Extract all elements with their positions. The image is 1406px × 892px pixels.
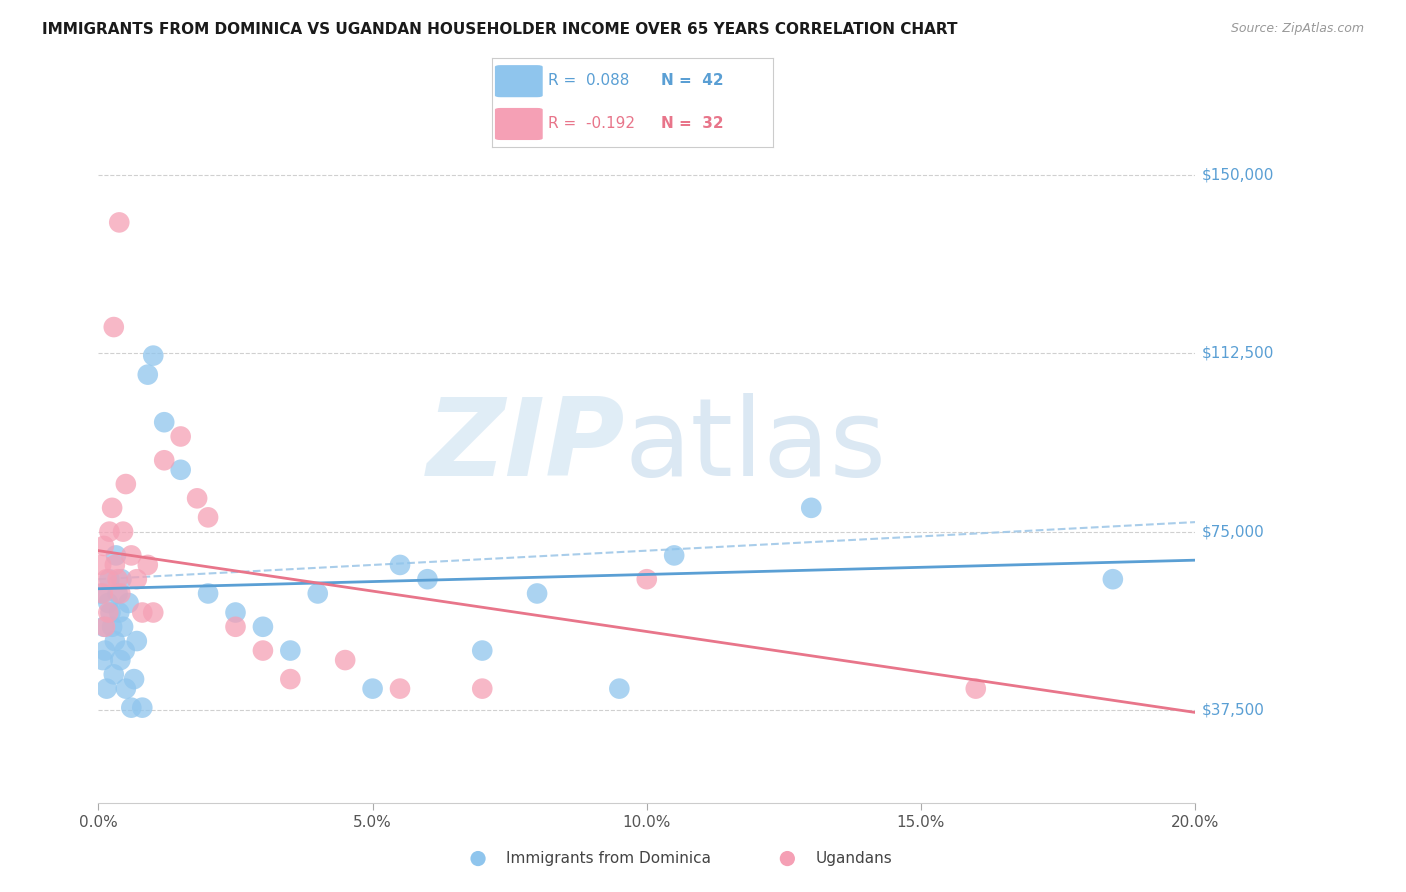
Point (335, 653, 357, 667)
Text: Ugandans: Ugandans (815, 851, 893, 866)
Point (115, 477, 138, 491)
Point (103, 320, 125, 334)
Text: $150,000: $150,000 (1202, 168, 1274, 182)
Point (416, 572, 439, 586)
Point (101, 500, 124, 515)
Point (388, 558, 412, 572)
Point (104, 549, 127, 563)
Point (97, 596, 120, 610)
Point (110, 572, 132, 586)
Point (307, 586, 329, 600)
Point (96, 572, 118, 586)
Point (100, 606, 122, 620)
Point (90, 558, 112, 572)
Point (107, 572, 129, 586)
Point (471, 643, 494, 657)
FancyBboxPatch shape (495, 65, 543, 97)
Text: $75,000: $75,000 (1202, 524, 1265, 539)
Point (104, 558, 127, 572)
Point (94, 643, 117, 657)
Point (186, 491, 208, 506)
Point (120, 549, 142, 563)
Text: $112,500: $112,500 (1202, 346, 1274, 360)
Point (136, 558, 159, 572)
Point (965, 681, 987, 696)
Point (225, 620, 247, 634)
Point (97, 606, 120, 620)
Point (108, 606, 131, 620)
Point (96, 681, 118, 696)
Point (609, 681, 631, 696)
Text: N =  42: N = 42 (661, 73, 724, 88)
Point (142, 606, 165, 620)
Point (125, 572, 148, 586)
Point (252, 620, 274, 634)
Point (94, 620, 117, 634)
Text: atlas: atlas (624, 393, 887, 499)
Point (117, 596, 139, 610)
Point (800, 500, 823, 515)
Point (361, 681, 384, 696)
Point (388, 681, 412, 696)
Point (125, 634, 148, 648)
Point (225, 606, 247, 620)
Point (115, 681, 138, 696)
Point (112, 620, 135, 634)
Text: R =  0.088: R = 0.088 (548, 73, 630, 88)
Point (108, 215, 131, 229)
Point (101, 620, 124, 634)
Point (91, 653, 114, 667)
Point (93, 620, 115, 634)
Point (1102, 572, 1125, 586)
Point (98, 524, 121, 539)
Point (110, 653, 132, 667)
Point (90, 586, 112, 600)
Point (122, 672, 145, 686)
Point (280, 643, 302, 657)
Point (153, 415, 176, 429)
Point (131, 606, 153, 620)
Text: $37,500: $37,500 (1202, 703, 1265, 717)
FancyBboxPatch shape (495, 108, 543, 140)
Point (471, 681, 494, 696)
Point (107, 586, 129, 600)
Point (114, 643, 136, 657)
Point (142, 349, 165, 363)
Point (93, 539, 115, 553)
Point (131, 700, 153, 714)
Point (136, 368, 159, 382)
Text: Source: ZipAtlas.com: Source: ZipAtlas.com (1230, 22, 1364, 36)
Point (197, 510, 219, 524)
Point (526, 586, 548, 600)
Point (110, 586, 132, 600)
Point (153, 453, 176, 467)
Point (280, 672, 302, 686)
Text: Immigrants from Dominica: Immigrants from Dominica (506, 851, 711, 866)
Point (104, 634, 127, 648)
Point (91, 586, 114, 600)
Point (120, 700, 142, 714)
Point (98, 572, 121, 586)
Point (112, 524, 135, 539)
Point (664, 549, 686, 563)
Point (170, 429, 193, 443)
Text: IMMIGRANTS FROM DOMINICA VS UGANDAN HOUSEHOLDER INCOME OVER 65 YEARS CORRELATION: IMMIGRANTS FROM DOMINICA VS UGANDAN HOUS… (42, 22, 957, 37)
Point (170, 463, 193, 477)
Point (636, 572, 658, 586)
Text: ZIP: ZIP (426, 393, 624, 499)
Text: N =  32: N = 32 (661, 116, 724, 131)
Point (197, 586, 219, 600)
Point (252, 643, 274, 657)
Text: R =  -0.192: R = -0.192 (548, 116, 636, 131)
Point (103, 667, 125, 681)
